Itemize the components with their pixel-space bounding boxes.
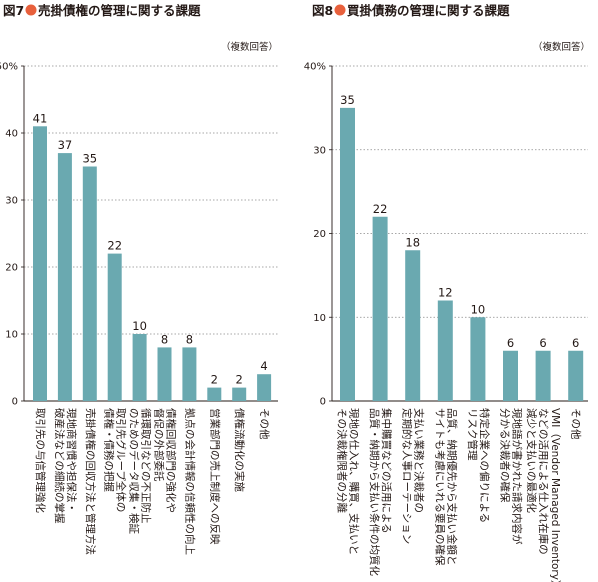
chart8-category-label: 分かる決裁者の確保	[499, 408, 512, 503]
chart8-note: （複数回答）	[533, 41, 590, 53]
chart8-bar	[503, 350, 518, 401]
chart8-value-label: 18	[405, 235, 420, 249]
chart8-y-tick-label: 20	[313, 229, 326, 240]
chart8-category-label: VMI（Vendor Managed Inventory）	[549, 408, 561, 582]
chart7-category-label: 循環取引などの不正防止	[140, 408, 153, 524]
chart7-category-label: 拠点の会計情報の信頼性の向上	[183, 408, 196, 555]
chart7-value-label: 8	[186, 332, 193, 346]
chart8-title: 買掛債務の管理に関する課題	[347, 3, 510, 18]
chart7-category-label: 取引先の与信管理強化	[34, 408, 47, 513]
chart8-bar	[470, 317, 486, 401]
chart8-category-label: その他	[570, 408, 583, 440]
chart7-category-label: 債権・債務の把握	[103, 408, 116, 492]
chart7-category-label: 取引先グループ全体の	[115, 408, 128, 512]
chart7-value-label: 8	[161, 332, 168, 346]
chart8-header: 図8 買掛債務の管理に関する課題 （複数回答）	[312, 3, 590, 53]
chart8-category-label: などの活用による仕入れ在庫の	[537, 408, 550, 555]
chart7-value-label: 41	[33, 111, 48, 125]
chart7-y-tick-label: 40	[5, 129, 18, 140]
chart7-value-label: 10	[132, 319, 147, 333]
chart8-value-label: 6	[572, 336, 579, 350]
chart8-value-label: 6	[507, 336, 514, 350]
chart8-bar	[405, 250, 421, 401]
chart7-bar	[232, 387, 247, 401]
chart7-bar	[132, 334, 147, 401]
chart8-category-label: 品質、納期優先から支払い金額と	[445, 408, 458, 566]
chart7-value-label: 35	[82, 152, 97, 166]
chart7-header: 図7 売掛債権の管理に関する課題 （複数回答）	[3, 3, 278, 53]
chart8-category-label: 定期的な人事ローテーション	[401, 408, 414, 544]
chart8-y-tick-label: 0	[320, 397, 326, 408]
chart7-value-label: 22	[107, 239, 122, 253]
chart7-bar	[257, 374, 272, 401]
chart8-category-label: リスク管理	[466, 408, 479, 461]
chart8-value-label: 6	[539, 336, 546, 350]
chart7-bar	[33, 126, 47, 402]
chart7-y-tick-label: 50%	[0, 62, 18, 73]
chart8-value-label: 10	[471, 302, 486, 316]
chart7-value-label: 2	[211, 373, 218, 387]
chart8-category-label: サイトも考慮にいれる要員の確保	[433, 408, 446, 566]
chart8-value-label: 12	[438, 286, 453, 300]
chart8-bar	[340, 107, 355, 401]
chart7-bar	[107, 253, 122, 401]
chart8-title-bullet-icon	[334, 4, 346, 16]
chart8-category-label: 現地の仕入れ、購買、支払いと	[348, 408, 361, 555]
chart8-y-tick-label: 40%	[304, 62, 326, 73]
chart8-bar	[372, 216, 388, 401]
chart7-y-tick-label: 0	[12, 397, 18, 408]
chart7-y-tick-label: 10	[5, 330, 18, 341]
chart7-value-label: 2	[236, 373, 243, 387]
chart7-plot: 50% 40 30 20 10 0 41 取引先の与信管理強化 37 現地商習慣や担保法・破産法な…	[0, 62, 278, 555]
chart8-category-label: 特定企業への偏りによる	[478, 408, 491, 523]
chart7-category-label: その他	[258, 408, 271, 440]
chart8-category-label: 減少と支払いの最適化	[525, 408, 538, 513]
chart7-bar	[82, 166, 97, 401]
chart8-figure-number: 図8	[312, 3, 333, 18]
chart7-value-label: 4	[260, 359, 267, 373]
chart7-note: （複数回答）	[221, 41, 278, 53]
chart7-category-label: 売掛債権の回収方法と管理方法	[84, 408, 97, 555]
chart8-category-label: 品質・納期から支払い条件の均質化	[368, 408, 381, 576]
chart7-category-label: 現地商習慣や担保法・	[65, 408, 78, 513]
chart7-y-tick-label: 30	[5, 196, 18, 207]
chart7-bar	[157, 347, 172, 401]
chart7-y-tick-label: 20	[5, 263, 18, 274]
chart7-category-label: 債権回収部門の強化や	[165, 408, 178, 513]
chart8-bar	[437, 300, 453, 401]
chart8-bar	[568, 350, 584, 401]
chart7-bar	[182, 347, 197, 401]
chart8-category-label: 支払い業務と決裁者の	[413, 408, 426, 513]
chart7-category-label: 営業部門の売上制度への反映	[208, 408, 221, 545]
chart7-value-label: 37	[58, 138, 73, 152]
chart8-category-label: 集中購買などの活用による	[380, 408, 393, 534]
chart7-category-label: 債権流動化の実施	[233, 408, 246, 492]
chart7-category-label: 破産法などの細続の掌握	[53, 408, 66, 524]
chart8-y-tick-label: 10	[313, 313, 326, 324]
chart8-value-label: 22	[373, 202, 388, 216]
chart8-category-label: 現地語が書かれた請求内容が	[511, 408, 524, 545]
chart8-category-label: その決裁権限者の分離	[336, 408, 349, 513]
chart8-y-tick-label: 30	[313, 145, 326, 156]
chart7-bar	[57, 153, 72, 401]
chart7-figure-number: 図7	[3, 3, 24, 18]
chart7-category-label: 督促の外部委託	[153, 408, 166, 482]
chart8-bar	[535, 350, 551, 401]
chart7-bar	[207, 387, 222, 401]
chart8-value-label: 35	[340, 93, 355, 107]
chart7-title-bullet-icon	[25, 4, 37, 16]
chart7-category-label: のためのデータ収集・検証	[128, 408, 141, 534]
chart7-title: 売掛債権の管理に関する課題	[38, 3, 201, 18]
